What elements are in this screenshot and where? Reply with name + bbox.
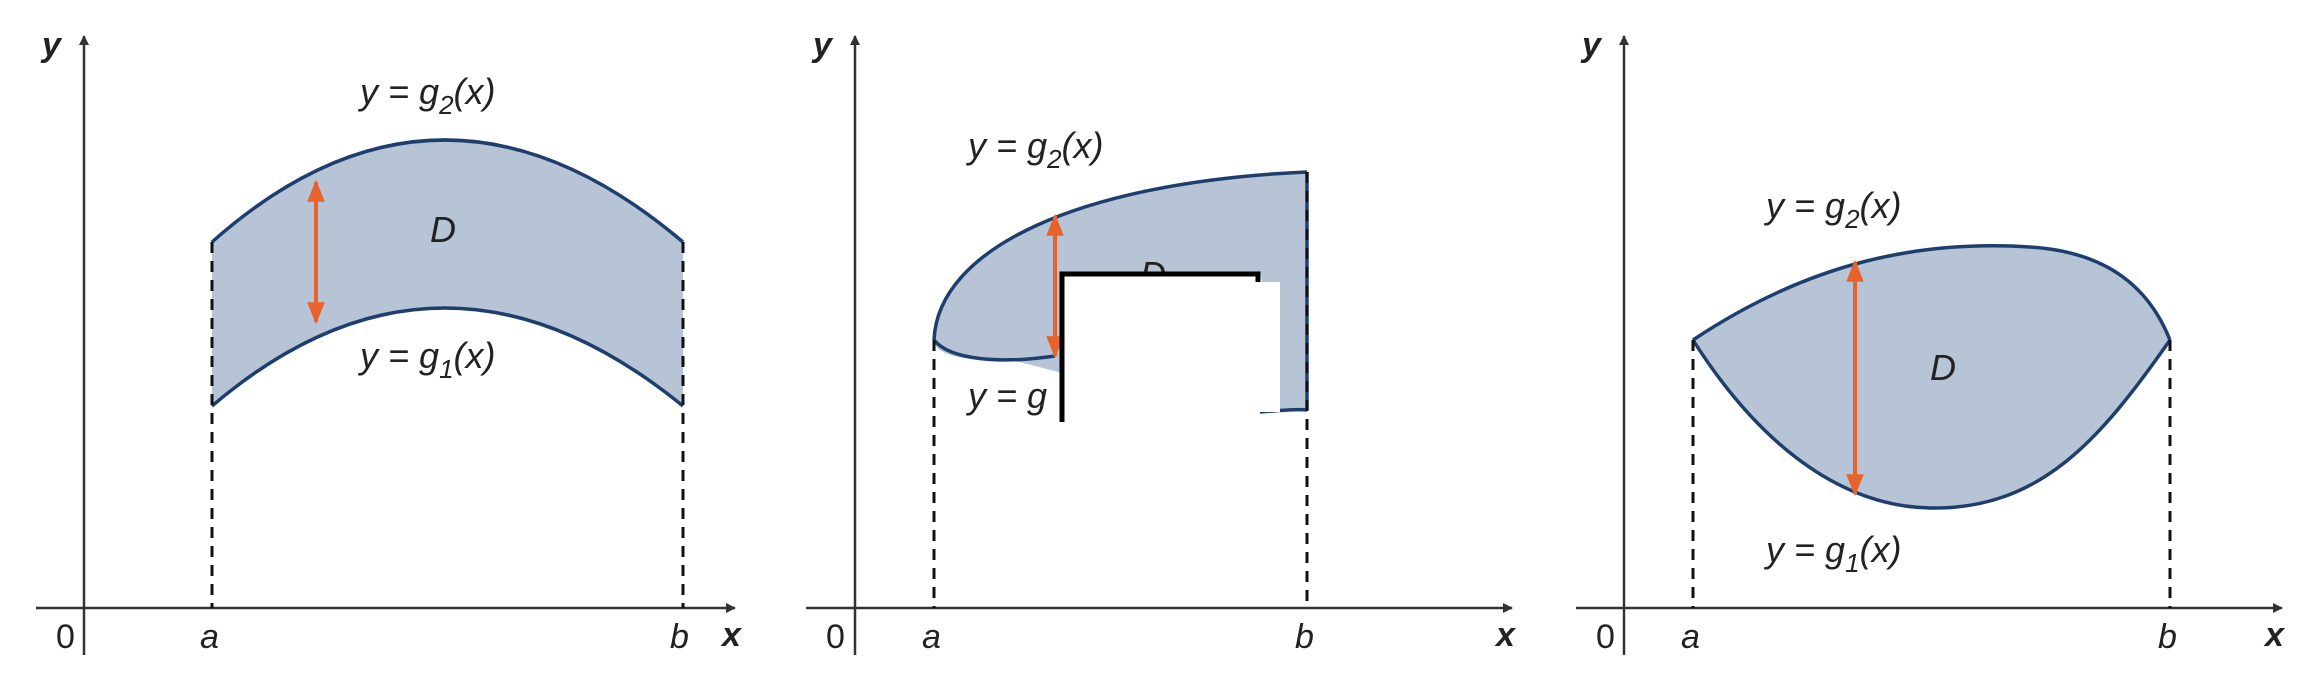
panel-3: y x 0 a b D y = g2(x) y = g1(x) [1576, 26, 2286, 656]
occluding-box-border [1059, 271, 1261, 422]
tick-label-b: b [1295, 618, 1314, 656]
y-axis-label: y [1580, 26, 1603, 64]
tick-label-b: b [670, 618, 689, 656]
y-axis-label: y [40, 26, 63, 64]
upper-curve-label: y = g2(x) [1763, 185, 1902, 234]
origin-label: 0 [56, 618, 75, 656]
panel-1: y x 0 a b D y = g2(x) y = g1(x) [36, 26, 743, 656]
origin-label: 0 [826, 618, 845, 656]
region-label: D [430, 209, 456, 250]
occluding-box [1060, 272, 1280, 432]
lower-boundary-curve [1691, 338, 2172, 510]
lower-curve-label: y = g1(x) [1763, 529, 1902, 578]
upper-boundary-curve [210, 138, 685, 244]
region-d [1693, 245, 2170, 509]
tick-label-a: a [200, 618, 219, 656]
upper-boundary-curve [932, 170, 1308, 341]
x-axis-label: x [1494, 616, 1517, 654]
y-axis-label: y [811, 26, 834, 64]
upper-curve-label: y = g2(x) [965, 125, 1104, 174]
x-axis-label: x [2263, 616, 2286, 654]
tick-label-a: a [922, 618, 941, 656]
region-label: D [1930, 347, 1956, 388]
region-d [212, 140, 683, 406]
tick-label-b: b [2158, 618, 2177, 656]
upper-boundary-curve [1692, 244, 2172, 342]
lower-curve-label: y = g1(x) [357, 335, 496, 384]
x-axis-label: x [720, 616, 743, 654]
panel-2: y x 0 a b D y = g2(x) y = g [806, 26, 1517, 656]
origin-label: 0 [1596, 618, 1615, 656]
lower-boundary-curve [210, 306, 685, 408]
upper-curve-label: y = g2(x) [357, 71, 496, 120]
tick-label-a: a [1681, 618, 1700, 656]
lower-curve-label: y = g [965, 375, 1047, 416]
